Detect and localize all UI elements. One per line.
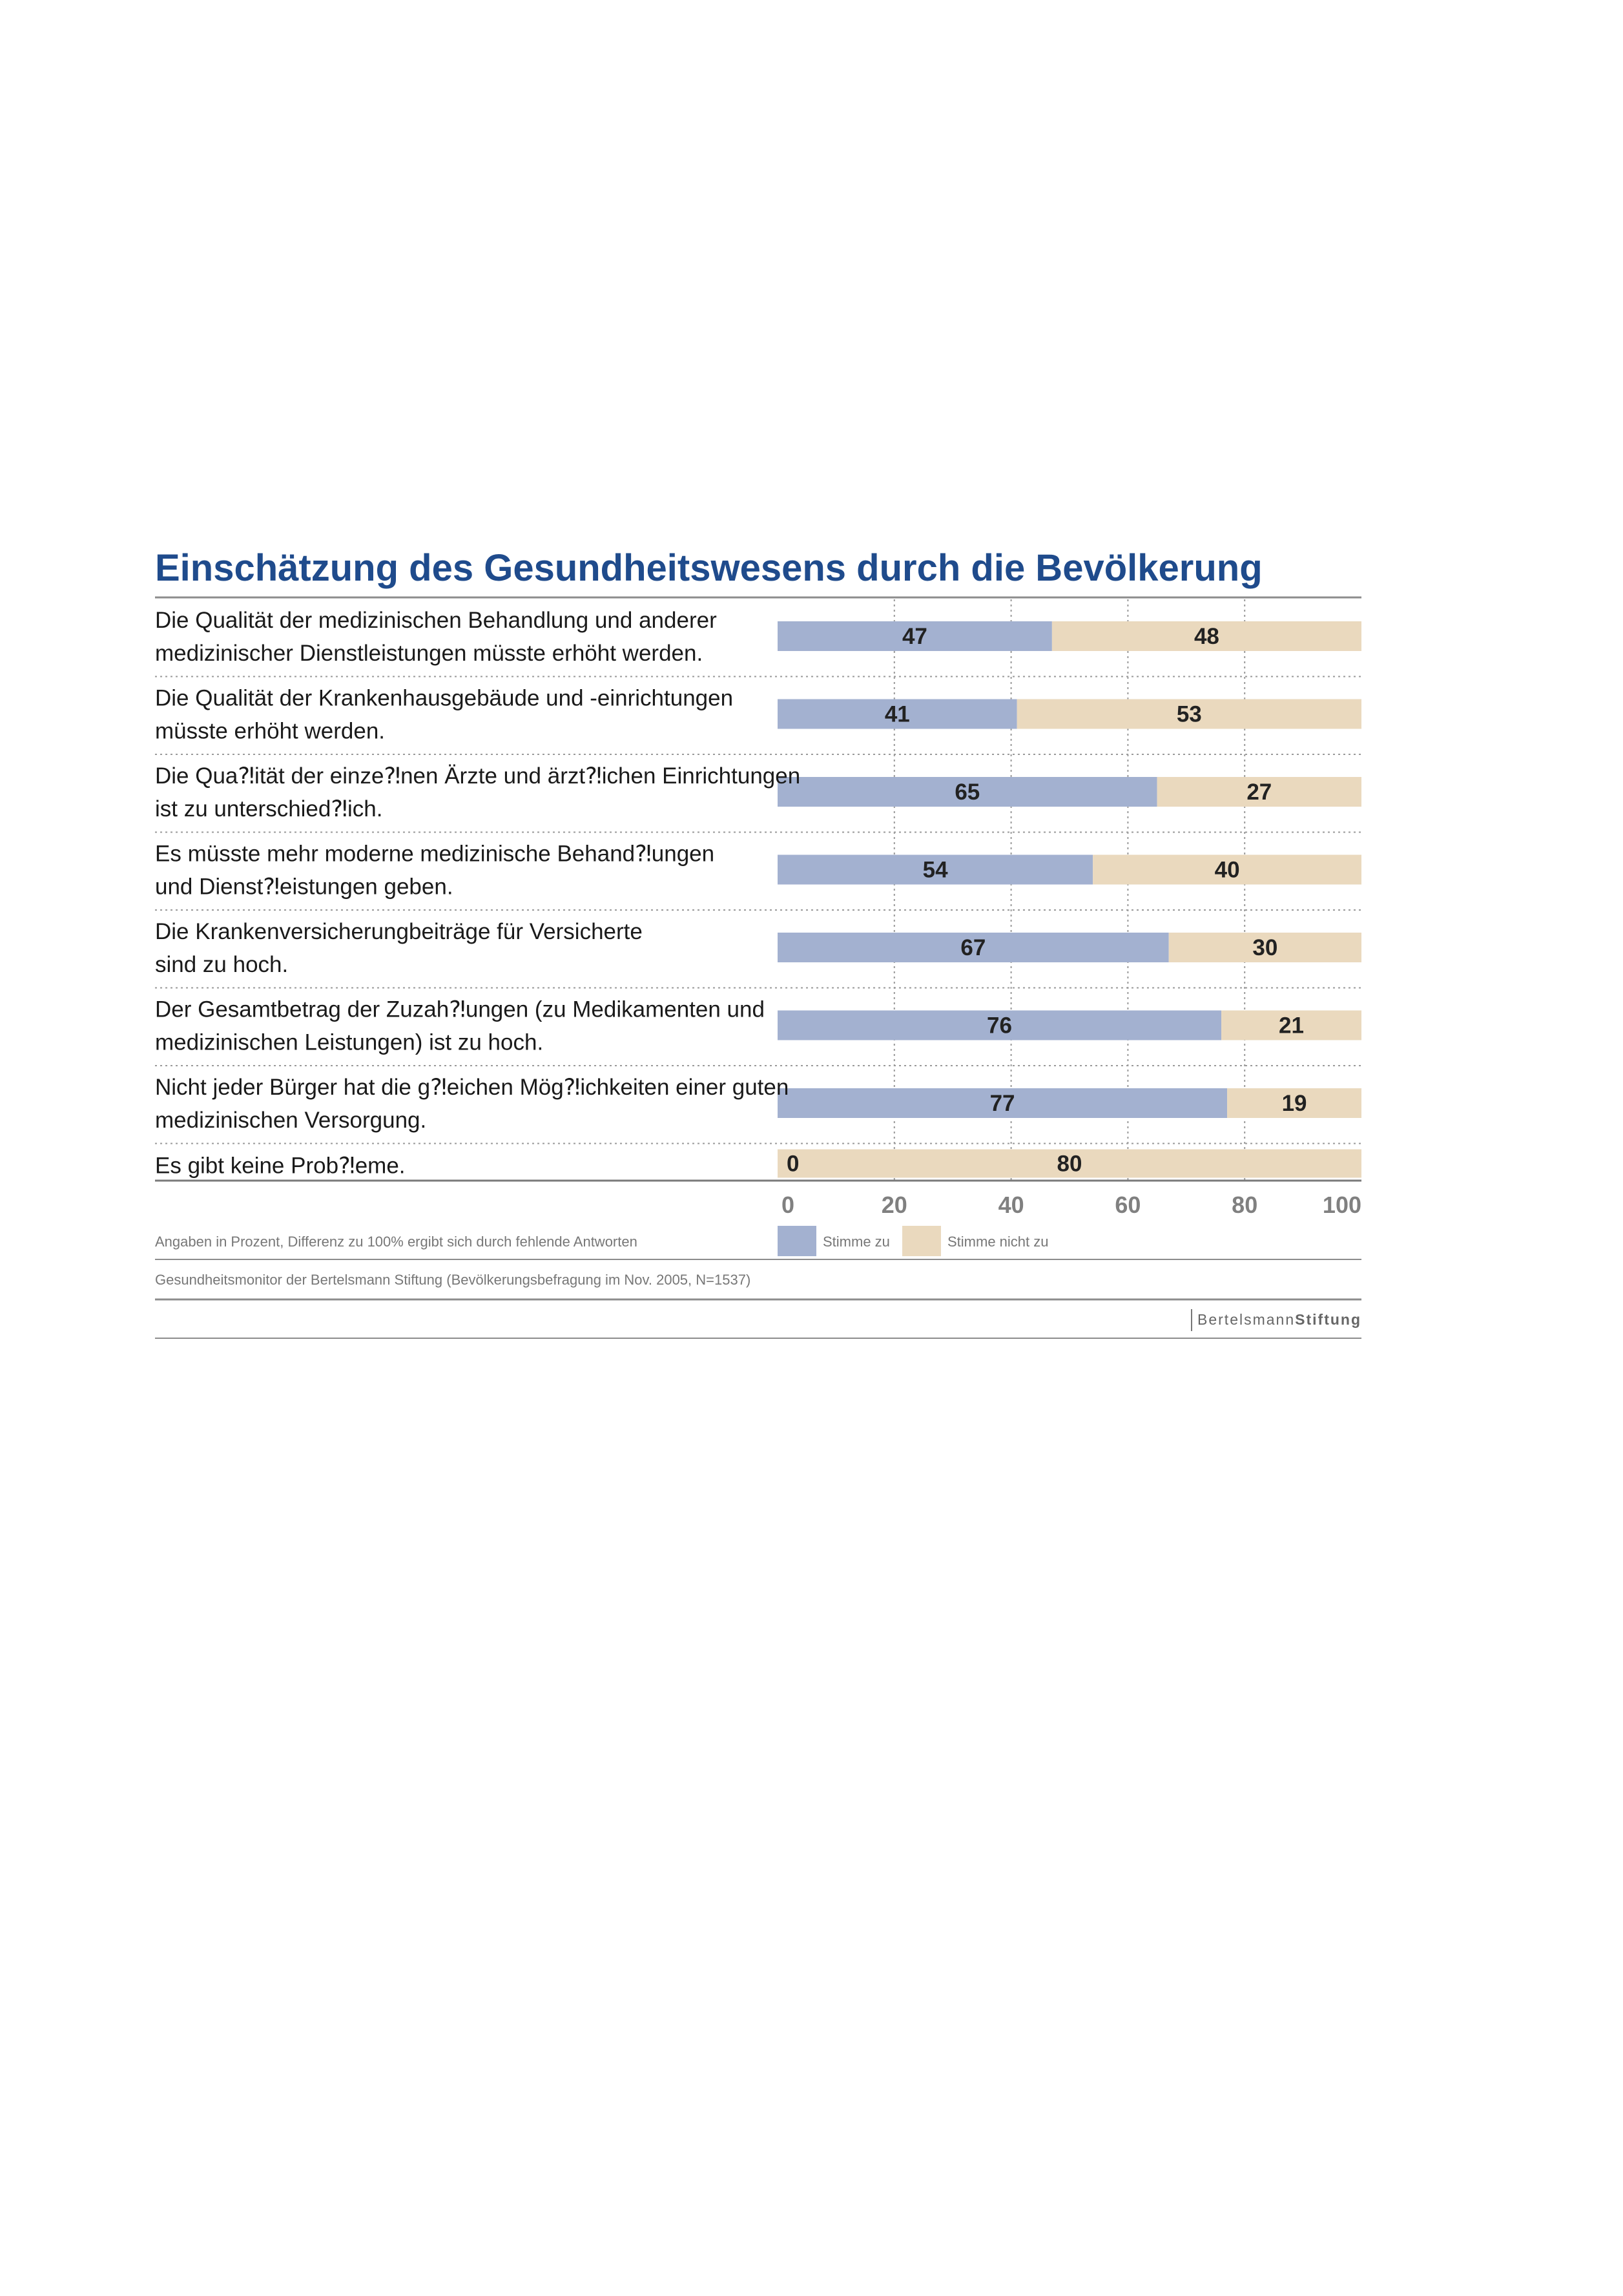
x-axis-ticks: 0 20 40 60 80 100 [781,1192,1361,1218]
value-label-stimme-zu: 65 [955,780,980,805]
bar-stimme-nicht-zu [1051,621,1361,651]
bar-stimme-zu [778,1088,1228,1118]
value-label-stimme-nicht-zu: 27 [1246,780,1272,805]
value-label-stimme-zu: 76 [987,1013,1012,1039]
x-tick-label: 40 [998,1192,1024,1218]
value-label-stimme-nicht-zu: 80 [1057,1152,1082,1177]
bar-stimme-zu [778,777,1157,807]
bar-stimme-zu [778,933,1169,962]
bar-stimme-zu [778,621,1052,651]
row-label: Die Qualität der Krankenhausgebäude und … [155,686,733,744]
row-label-line: Die Krankenversicherungbeiträge für Vers… [155,919,643,944]
value-label-stimme-zu: 54 [923,858,948,883]
legend-swatch [778,1226,816,1256]
grid-lines [155,599,1361,1182]
row-label-line: ist zu unterschied⁈ich. [155,796,382,822]
value-label-stimme-nicht-zu: 21 [1279,1013,1304,1039]
bars: 47 48 41 53 65 27 54 40 67 30 76 21 77 19 0 80 [778,621,1361,1178]
bar-stimme-nicht-zu [1227,1088,1361,1118]
row-label-line: medizinischen Versorgung. [155,1108,426,1133]
row-label-line: medizinischen Leistungen) ist zu hoch. [155,1030,543,1055]
value-label-stimme-nicht-zu: 30 [1252,935,1277,960]
row-label: Die Krankenversicherungbeiträge für Vers… [155,919,643,977]
row-label-line: Die Qua⁈ität der einze⁈nen Ärzte und ärz… [155,763,800,789]
chart-title: Einschätzung des Gesundheitswesens durch… [155,547,1263,589]
value-label-stimme-nicht-zu: 19 [1282,1091,1307,1116]
source-note: Gesundheitsmonitor der Bertelsmann Stift… [155,1272,750,1288]
row-label: Der Gesamtbetrag der Zuzah⁈ungen (zu Med… [155,997,765,1055]
row-label: Es gibt keine Prob⁈eme. [155,1153,406,1179]
row-label-line: Es müsste mehr moderne medizinische Beha… [155,842,714,867]
x-tick-label: 0 [781,1192,794,1218]
logo-bold: Stiftung [1295,1311,1361,1328]
value-label-stimme-nicht-zu: 53 [1177,702,1202,727]
value-label-stimme-nicht-zu: 40 [1215,858,1240,883]
value-label-stimme-zu: 67 [960,935,986,960]
row-label: Die Qua⁈ität der einze⁈nen Ärzte und ärz… [155,763,800,822]
value-label-stimme-zu: 47 [902,624,927,649]
bar-stimme-nicht-zu [1017,699,1361,729]
row-label-line: Die Qualität der Krankenhausgebäude und … [155,686,733,711]
logo-regular: Bertelsmann [1197,1311,1295,1328]
logo: BertelsmannStiftung [1197,1311,1361,1328]
bar-stimme-nicht-zu [778,1149,1361,1178]
x-tick-label: 20 [882,1192,907,1218]
legend-swatch [902,1226,941,1256]
footnote: Angaben in Prozent, Differenz zu 100% er… [155,1234,637,1250]
row-label: Die Qualität der medizinischen Behandlun… [155,608,717,666]
value-label-stimme-nicht-zu: 48 [1194,624,1219,649]
value-label-stimme-zu: 41 [885,702,910,727]
row-label-line: medizinischer Dienstleistungen müsste er… [155,641,703,666]
x-tick-label: 80 [1232,1192,1257,1218]
row-label: Nicht jeder Bürger hat die g⁈eichen Mög⁈… [155,1075,789,1133]
row-labels: Die Qualität der medizinischen Behandlun… [155,608,800,1179]
row-label-line: Nicht jeder Bürger hat die g⁈eichen Mög⁈… [155,1075,789,1100]
legend-label: Stimme nicht zu [947,1234,1049,1250]
x-tick-label: 100 [1323,1192,1361,1218]
bar-stimme-nicht-zu [1221,1010,1361,1040]
row-label-line: müsste erhöht werden. [155,719,385,744]
row-label: Es müsste mehr moderne medizinische Beha… [155,842,714,900]
bar-stimme-nicht-zu [1157,777,1361,807]
legend: Stimme zu Stimme nicht zu [778,1226,1049,1256]
bar-stimme-zu [778,854,1093,885]
row-label-line: Es gibt keine Prob⁈eme. [155,1153,406,1179]
row-label-line: Die Qualität der medizinischen Behandlun… [155,608,717,633]
value-label-stimme-zu: 0 [787,1152,799,1177]
row-label-line: und Dienst⁈eistungen geben. [155,874,453,900]
bar-stimme-nicht-zu [1168,933,1361,962]
legend-label: Stimme zu [823,1234,890,1250]
value-label-stimme-zu: 77 [990,1091,1015,1116]
bar-stimme-nicht-zu [1093,854,1361,885]
row-label-line: Der Gesamtbetrag der Zuzah⁈ungen (zu Med… [155,997,765,1022]
x-tick-label: 60 [1115,1192,1141,1218]
bar-stimme-zu [778,699,1017,729]
bar-stimme-zu [778,1010,1222,1040]
row-label-line: sind zu hoch. [155,952,288,977]
